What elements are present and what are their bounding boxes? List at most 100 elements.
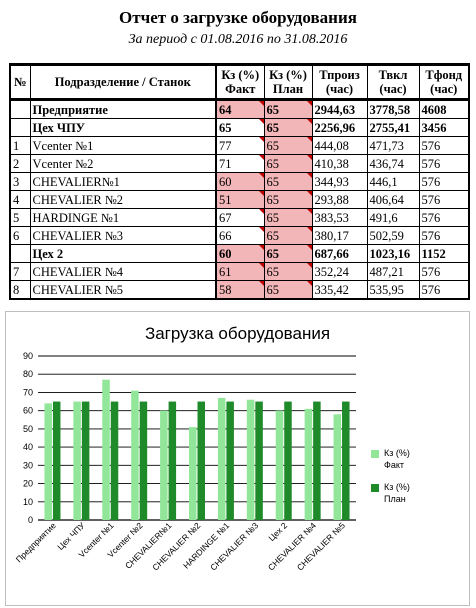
row-fact: 60 <box>215 172 265 191</box>
row-plan: 65 <box>263 226 313 245</box>
table-row: Предприятие 64 65 2944,63 3778,58 4608 <box>9 99 470 119</box>
row-fact: 58 <box>215 280 265 300</box>
report-title: Отчет о загрузке оборудования <box>119 8 357 27</box>
row-plan: 65 <box>263 99 313 119</box>
row-tvkl: 436,74 <box>366 154 420 173</box>
bar-plan <box>342 401 350 520</box>
row-num: 8 <box>9 280 31 300</box>
row-fact: 64 <box>215 99 265 119</box>
row-fact: 51 <box>215 190 265 209</box>
bar-fact <box>44 403 52 520</box>
row-tproiz: 383,53 <box>311 208 368 227</box>
y-tick-label: 40 <box>23 442 33 452</box>
row-tfond: 576 <box>418 280 470 300</box>
x-tick-label: Предприятие <box>14 520 58 564</box>
load-chart: Загрузка оборудования 0 10 20 30 40 50 60 70 80 9… <box>5 311 470 606</box>
row-plan: 65 <box>263 118 313 137</box>
equipment-table: № Подразделение / Станок Кз (%) Факт Кз … <box>9 63 470 300</box>
col-header-tproiz: Тпроиз (час) <box>311 64 368 100</box>
row-num: 1 <box>9 136 31 155</box>
row-fact: 65 <box>215 118 265 137</box>
row-fact: 66 <box>215 226 265 245</box>
row-tfond: 576 <box>418 172 470 191</box>
row-tfond: 576 <box>418 226 470 245</box>
row-tproiz: 444,08 <box>311 136 368 155</box>
row-fact: 67 <box>215 208 265 227</box>
table-row: Цех 2 60 65 687,66 1023,16 1152 <box>9 244 470 263</box>
row-plan: 65 <box>263 208 313 227</box>
row-tproiz: 380,17 <box>311 226 368 245</box>
bar-fact <box>189 427 197 520</box>
bar-plan <box>197 401 205 520</box>
row-num <box>9 99 31 119</box>
row-num <box>9 118 31 137</box>
table-row: 8 CHEVALIER №5 58 65 335,42 535,95 576 <box>9 280 470 300</box>
row-num: 6 <box>9 226 31 245</box>
table-row: 4 CHEVALIER №2 51 65 293,88 406,64 576 <box>9 190 470 209</box>
row-tvkl: 502,59 <box>366 226 420 245</box>
col-header-num: № <box>9 64 31 100</box>
row-plan: 65 <box>263 190 313 209</box>
row-tvkl: 406,64 <box>366 190 420 209</box>
bar-fact <box>333 414 342 520</box>
legend-label-plan: Кз (%) План <box>384 482 410 504</box>
row-num: 4 <box>9 190 31 209</box>
row-fact: 77 <box>215 136 265 155</box>
row-tproiz: 344,93 <box>311 172 368 191</box>
col-header-plan: Кз (%) План <box>263 64 313 100</box>
y-tick-label: 10 <box>23 497 33 507</box>
col-header-fact: Кз (%) Факт <box>215 64 265 100</box>
bar-fact <box>304 408 313 520</box>
table-header-row: № Подразделение / Станок Кз (%) Факт Кз … <box>9 64 470 100</box>
row-tfond: 576 <box>418 190 470 209</box>
bar-fact <box>131 390 139 520</box>
bar-plan <box>81 401 90 520</box>
row-num: 3 <box>9 172 31 191</box>
legend-item-fact: Кз (%) Факт <box>371 447 424 471</box>
col-header-name: Подразделение / Станок <box>29 64 217 100</box>
table-row: 3 CHEVALIER№1 60 65 344,93 446,1 576 <box>9 172 470 191</box>
row-plan: 65 <box>263 172 313 191</box>
row-name: Цех ЧПУ <box>29 118 217 137</box>
row-tproiz: 687,66 <box>311 244 368 263</box>
legend-label-fact: Кз (%) Факт <box>384 448 410 470</box>
x-tick-label: Цех 2 <box>266 520 289 543</box>
bar-fact <box>160 410 168 520</box>
row-name: CHEVALIER №2 <box>29 190 217 209</box>
bar-fact <box>217 397 226 520</box>
row-fact: 61 <box>215 262 265 281</box>
y-tick-label: 30 <box>23 460 33 470</box>
row-name: Vcenter №2 <box>29 154 217 173</box>
row-tvkl: 446,1 <box>366 172 420 191</box>
table-row: 6 CHEVALIER №3 66 65 380,17 502,59 576 <box>9 226 470 245</box>
row-plan: 65 <box>263 262 313 281</box>
table-row: 1 Vcenter №1 77 65 444,08 471,73 576 <box>9 136 470 155</box>
row-tproiz: 2944,63 <box>311 99 368 119</box>
row-name: CHEVALIER №3 <box>29 226 217 245</box>
col-header-tvkl: Твкл (час) <box>366 64 420 100</box>
bar-fact <box>246 399 255 520</box>
row-num: 7 <box>9 262 31 281</box>
chart-legend: Кз (%) Факт Кз (%) План <box>371 447 424 515</box>
row-tfond: 576 <box>418 154 470 173</box>
row-tfond: 576 <box>418 208 470 227</box>
row-tfond: 576 <box>418 262 470 281</box>
bar-plan <box>168 401 177 520</box>
row-plan: 65 <box>263 244 313 263</box>
y-tick-label: 20 <box>23 479 33 489</box>
row-num: 2 <box>9 154 31 173</box>
bar-plan <box>284 401 292 520</box>
y-tick-label: 90 <box>23 351 33 361</box>
bar-fact <box>275 410 284 520</box>
row-tproiz: 293,88 <box>311 190 368 209</box>
table-row: 7 CHEVALIER №4 61 65 352,24 487,21 576 <box>9 262 470 281</box>
row-tvkl: 487,21 <box>366 262 420 281</box>
row-tvkl: 491,6 <box>366 208 420 227</box>
row-tvkl: 3778,58 <box>366 99 420 119</box>
table-row: 2 Vcenter №2 71 65 410,38 436,74 576 <box>9 154 470 173</box>
row-fact: 71 <box>215 154 265 173</box>
row-name: Предприятие <box>29 99 217 119</box>
y-tick-label: 60 <box>23 406 33 416</box>
y-tick-label: 80 <box>23 369 33 379</box>
